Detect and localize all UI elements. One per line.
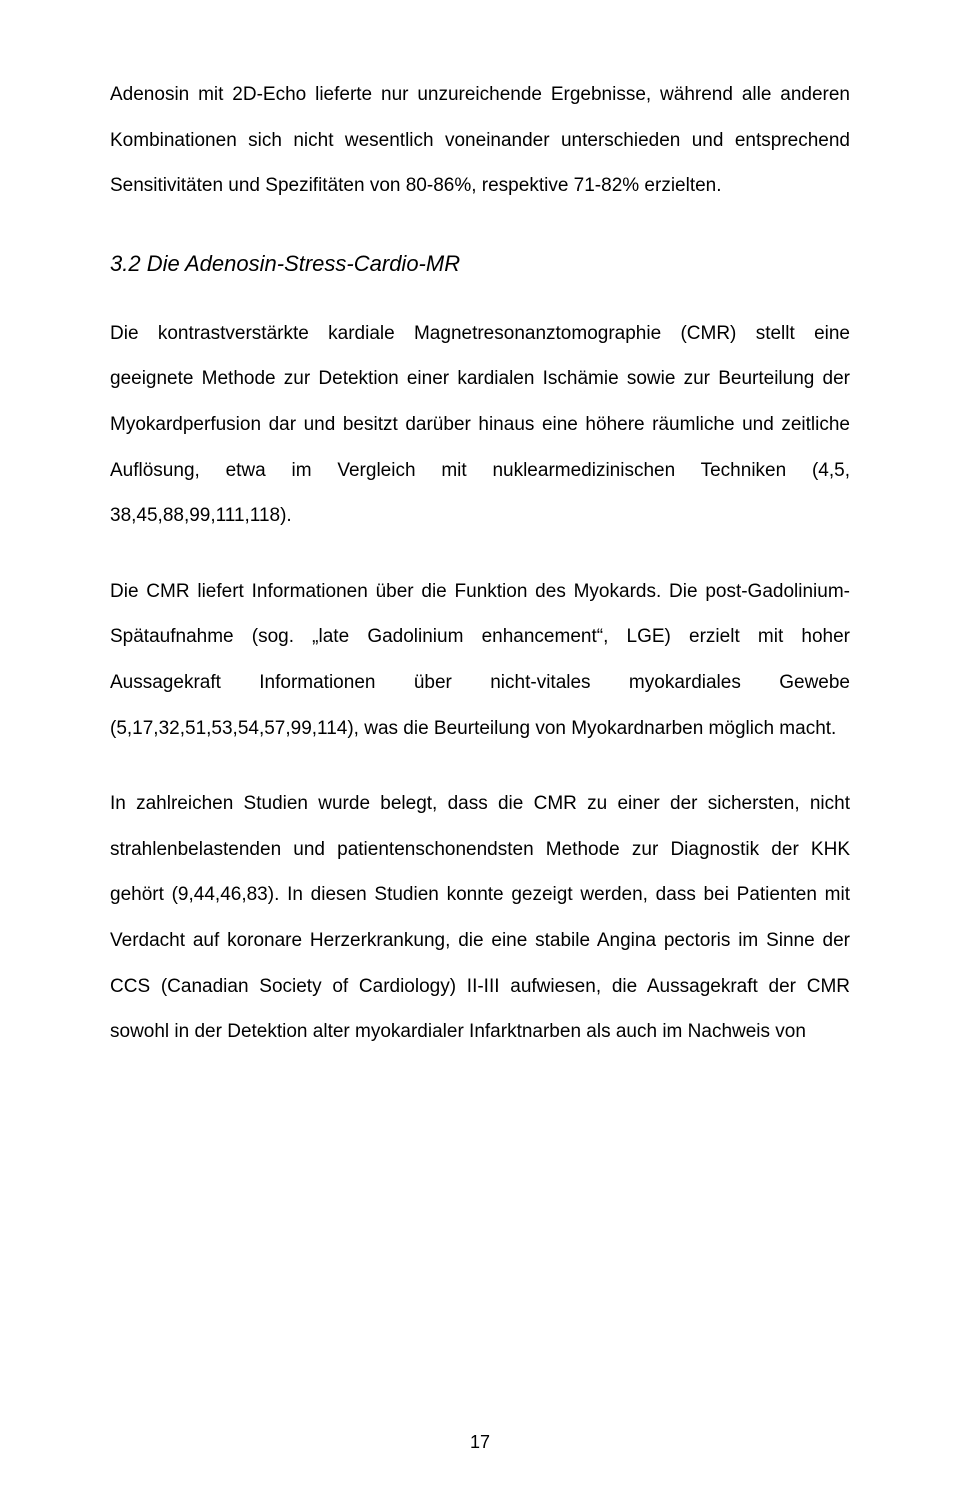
document-page: Adenosin mit 2D-Echo lieferte nur unzure… [0,0,960,1487]
paragraph-cmr-studies: In zahlreichen Studien wurde belegt, das… [110,781,850,1055]
page-number: 17 [0,1432,960,1453]
paragraph-intro: Adenosin mit 2D-Echo lieferte nur unzure… [110,72,850,209]
section-heading: 3.2 Die Adenosin-Stress-Cardio-MR [110,251,850,277]
paragraph-cmr-function: Die CMR liefert Informationen über die F… [110,569,850,751]
paragraph-cmr-method: Die kontrastverstärkte kardiale Magnetre… [110,311,850,539]
